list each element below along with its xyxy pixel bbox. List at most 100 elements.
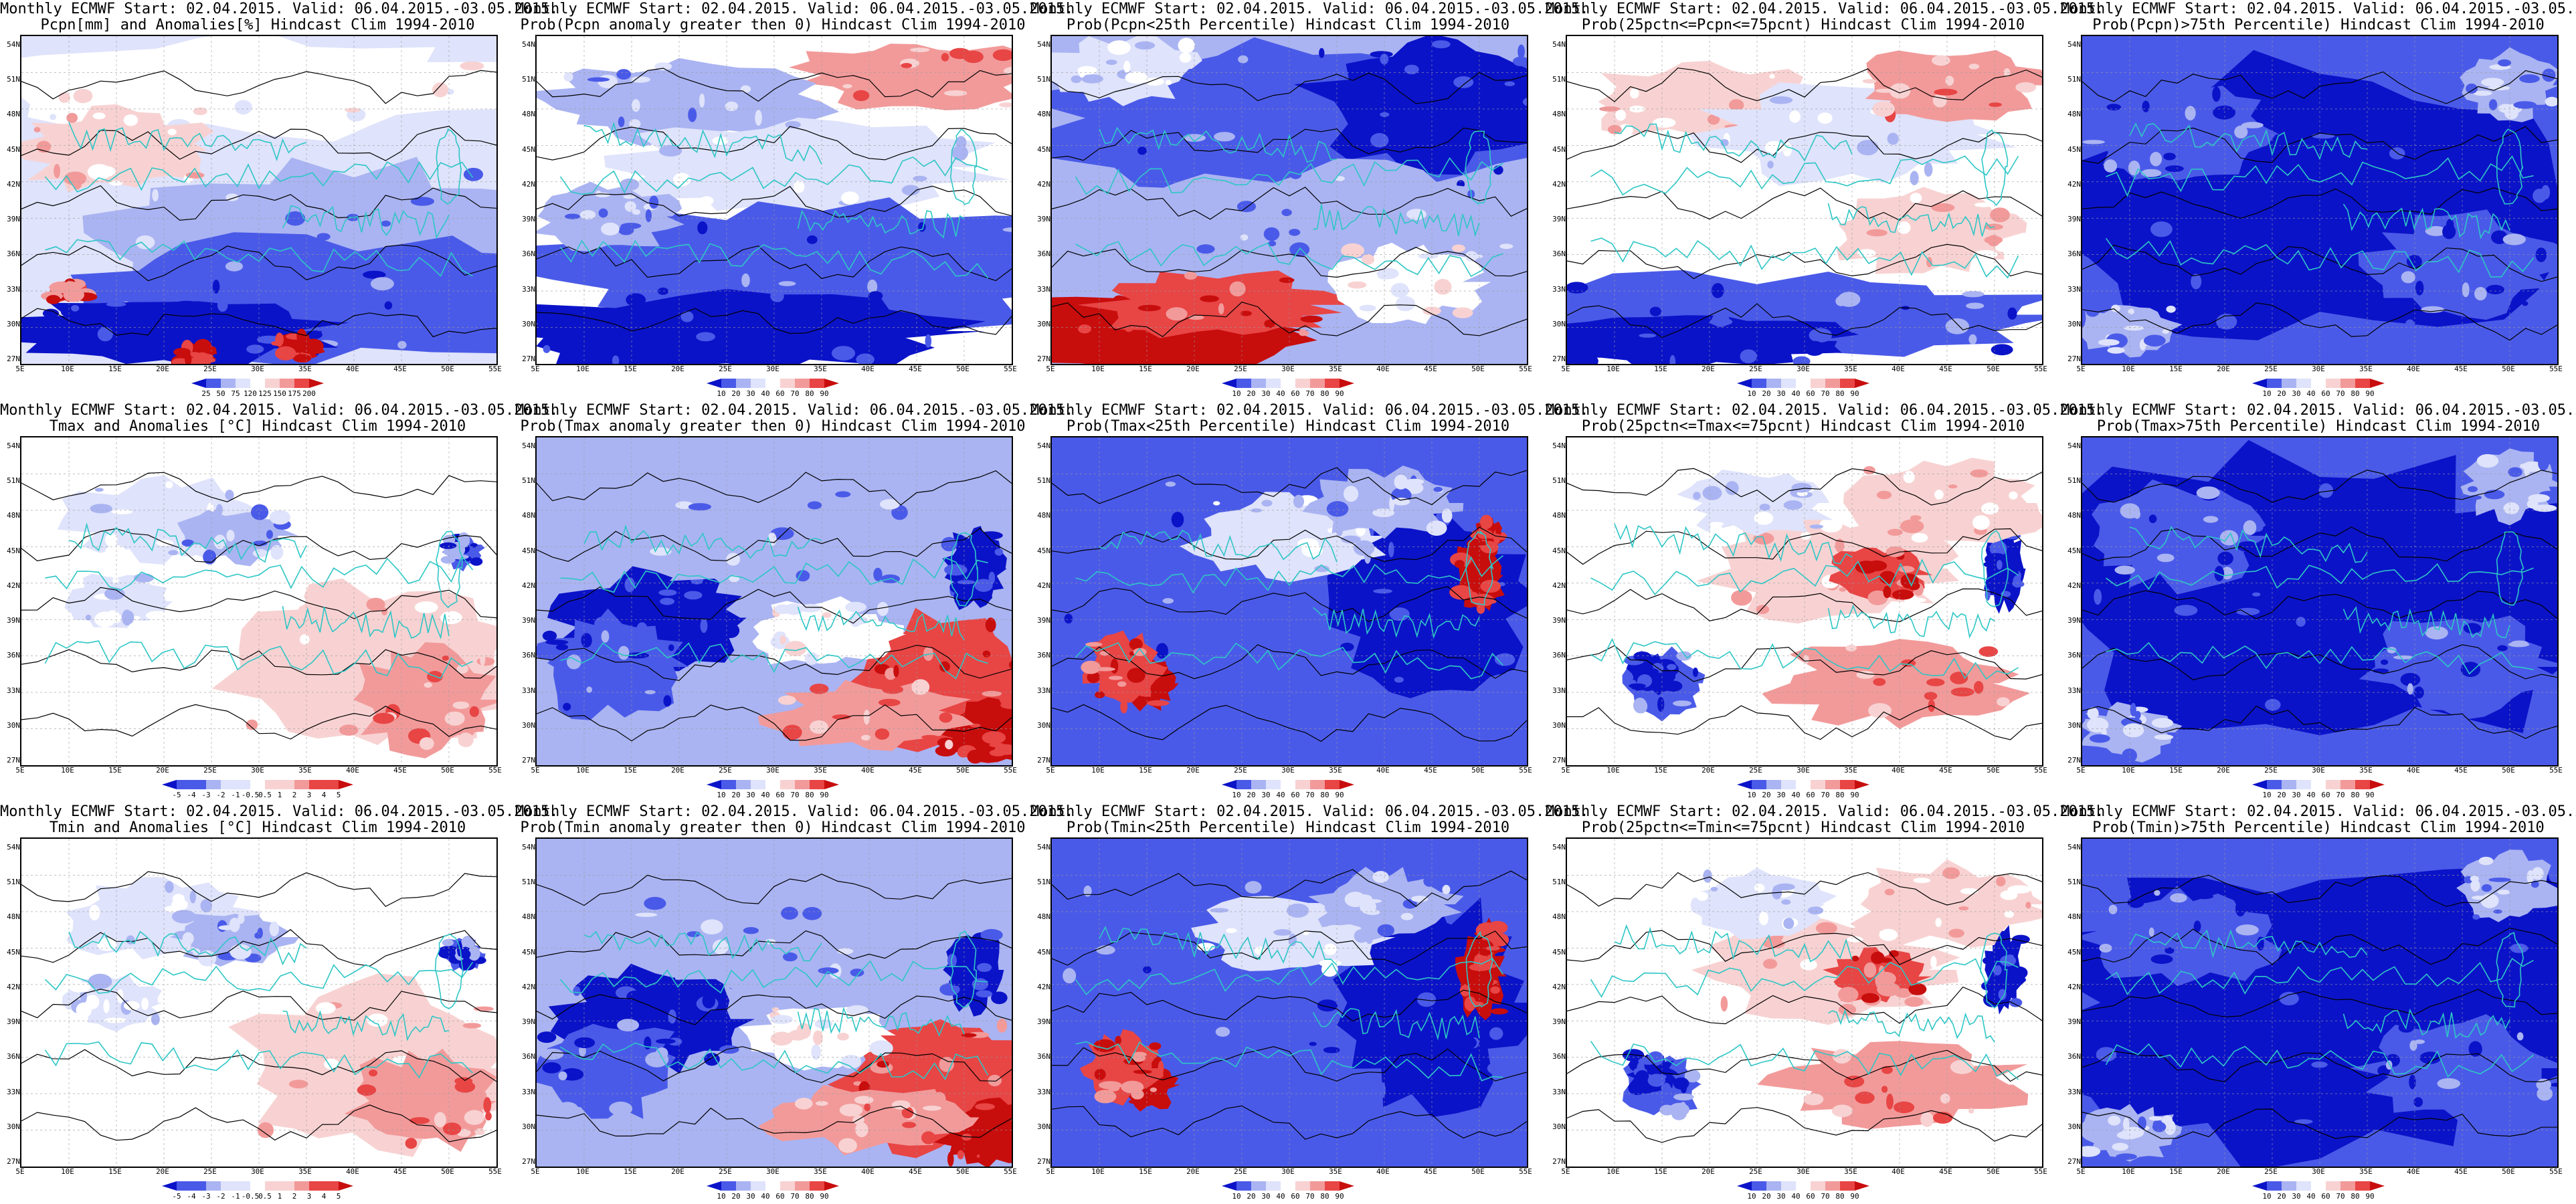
field-speckle — [1819, 517, 1843, 533]
latitude-tick-label: 48N — [1552, 912, 1566, 922]
field-speckle — [842, 84, 852, 89]
coastline — [2496, 128, 2524, 205]
anomaly-field-region — [64, 573, 173, 628]
latitude-tick-label: 51N — [522, 476, 535, 486]
field-speckle — [1389, 607, 1410, 621]
field-speckle — [251, 504, 269, 520]
field-speckle — [799, 603, 822, 613]
latitude-tick-label: 42N — [7, 179, 20, 189]
field-speckle — [1390, 283, 1409, 298]
contour-line — [2082, 187, 2557, 219]
field-speckle — [2165, 165, 2184, 172]
colorbar-tick-label: 90 — [820, 791, 829, 799]
field-speckle — [951, 145, 968, 161]
colorbar-segment — [2282, 379, 2296, 388]
colorbar-segment — [765, 780, 780, 789]
field-speckle — [1117, 187, 1129, 191]
field-speckle — [469, 706, 480, 717]
coastline — [1614, 924, 1853, 963]
field-speckle — [370, 277, 394, 291]
field-speckle — [2472, 896, 2486, 900]
longitude-tick-label: 35E — [814, 365, 827, 373]
field-speckle — [2533, 504, 2557, 512]
coastline — [560, 1042, 989, 1081]
coastline — [1075, 957, 1504, 995]
field-speckle — [229, 944, 252, 960]
colorbar-tick-label: -2 — [216, 1192, 225, 1201]
field-speckle — [1669, 355, 1676, 364]
latitude-tick-label: 33N — [2067, 686, 2081, 695]
field-speckle — [266, 530, 273, 539]
field-speckle — [838, 1138, 857, 1153]
field-speckle — [939, 712, 953, 723]
map-field-svg — [1052, 839, 1527, 1167]
coastline — [560, 557, 988, 593]
colorbar-segment — [1310, 379, 1325, 388]
field-speckle — [649, 195, 659, 209]
field-speckle — [1867, 590, 1888, 605]
longitude-tick-label: 45E — [2454, 365, 2468, 373]
colorbar — [2252, 780, 2385, 789]
latitude-tick-label: 48N — [1037, 912, 1050, 922]
field-speckle — [1887, 528, 1903, 536]
colorbar-segment — [1840, 1181, 1855, 1191]
field-speckle — [654, 62, 672, 71]
field-speckle — [1641, 318, 1661, 329]
coastline — [1590, 237, 2019, 279]
field-speckle — [2421, 306, 2445, 313]
field-speckle — [46, 295, 61, 304]
field-speckle — [1769, 96, 1793, 104]
field-speckle — [626, 991, 643, 1003]
field-speckle — [2537, 1086, 2553, 1101]
coastline — [45, 239, 473, 277]
field-speckle — [545, 639, 569, 645]
field-speckle — [66, 112, 78, 123]
anomaly-field-region — [1077, 270, 1345, 338]
field-speckle — [618, 645, 630, 660]
field-speckle — [1970, 469, 1989, 478]
latitude-tick-label: 27N — [522, 355, 535, 363]
latitude-tick-label: 33N — [7, 284, 20, 294]
field-speckle — [1881, 1086, 1888, 1093]
latitude-tick-label: 27N — [2067, 1157, 2081, 1166]
map-panel: Monthly ECMWF Start: 02.04.2015. Valid: … — [515, 401, 1073, 803]
field-speckle — [226, 530, 235, 542]
longitude-tick-label: 15E — [1654, 1167, 1667, 1176]
coastline — [1827, 203, 1995, 237]
field-speckle — [793, 181, 805, 193]
field-speckle — [2104, 159, 2118, 173]
contour-line — [2082, 70, 2557, 104]
field-speckle — [1673, 1077, 1689, 1090]
latitude-tick-label: 51N — [7, 878, 20, 887]
longitude-tick-label: 5E — [2076, 365, 2086, 373]
colorbar-tick-label: 40 — [1791, 1192, 1801, 1201]
latitude-tick-label: 42N — [522, 179, 535, 189]
field-speckle — [1630, 88, 1639, 99]
field-speckle — [2296, 617, 2306, 627]
contour-line — [537, 586, 1012, 624]
anomaly-field-region — [1690, 868, 1837, 940]
longitude-tick-label: 25E — [1234, 365, 1247, 373]
field-speckle — [1855, 1091, 1875, 1104]
longitude-tick-label: 10E — [576, 365, 589, 373]
coastline — [44, 962, 474, 994]
colorbar-tick-label: 200 — [302, 389, 316, 398]
field-speckle — [2528, 494, 2550, 502]
field-speckle — [452, 701, 470, 709]
contour-line — [1567, 1049, 2042, 1082]
latitude-tick-label: 33N — [1552, 686, 1566, 695]
colorbar-segment — [1340, 780, 1354, 789]
field-speckle — [1431, 40, 1451, 49]
field-speckle — [989, 749, 1006, 757]
colorbar-tick-label: 60 — [1806, 389, 1815, 398]
field-speckle — [968, 1124, 986, 1135]
panel-title-line1: Monthly ECMWF Start: 02.04.2015. Valid: … — [1030, 402, 1589, 419]
colorbar-segment — [1781, 379, 1796, 388]
colorbar-segment — [707, 379, 721, 388]
field-speckle — [1000, 702, 1012, 709]
field-speckle — [1997, 697, 2010, 706]
field-speckle — [2152, 1122, 2167, 1132]
field-speckle — [2470, 880, 2480, 892]
field-speckle — [1720, 996, 1728, 1012]
field-speckle — [42, 308, 60, 318]
